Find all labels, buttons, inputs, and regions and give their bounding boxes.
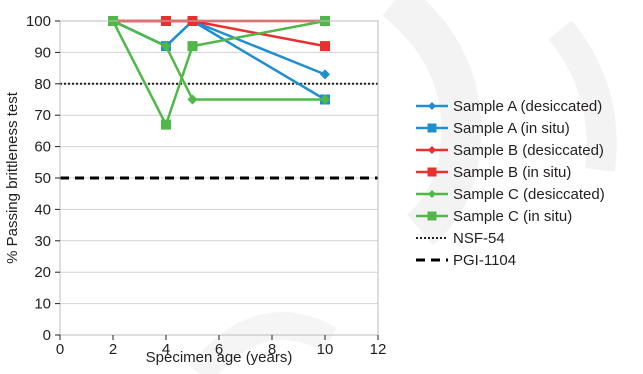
y-tick-label: 20 — [34, 264, 51, 281]
reference-lines — [60, 82, 378, 180]
x-tick-label: 6 — [215, 341, 223, 358]
legend-label: PGI-1104 — [453, 252, 516, 269]
x-axis-label: Specimen age (years) — [146, 349, 293, 366]
data-point-diamond — [161, 41, 171, 52]
series-layer — [108, 16, 330, 130]
legend-label: Sample C (desiccated) — [453, 186, 605, 203]
x-tick-label: 12 — [370, 341, 387, 358]
legend-swatch-marker — [427, 123, 437, 133]
legend-swatch-marker — [427, 211, 437, 221]
x-tick-label: 2 — [109, 341, 117, 358]
x-tick-label: 10 — [317, 341, 334, 358]
legend-label: Sample B (desiccated) — [453, 142, 604, 159]
data-point-square — [161, 119, 171, 130]
y-tick-label: 80 — [34, 76, 51, 93]
series-line-0 — [112, 19, 326, 76]
y-tick-label: 10 — [34, 296, 51, 313]
data-point-square — [187, 41, 198, 52]
legend-swatch-marker — [428, 146, 436, 154]
data-point-diamond — [320, 94, 330, 105]
legend-label: Sample A (desiccated) — [453, 98, 602, 115]
y-tick-label: 0 — [43, 327, 51, 344]
legend-swatch-marker — [428, 190, 436, 198]
data-point-diamond — [187, 94, 198, 105]
series-line-4 — [112, 19, 325, 101]
legend-swatch-marker — [427, 167, 437, 177]
x-tick-label: 4 — [162, 341, 170, 358]
legend-label: Sample B (in situ) — [453, 164, 571, 181]
x-tick-label: 0 — [56, 341, 64, 358]
y-tick-label: 40 — [34, 201, 51, 218]
legend-label: NSF-54 — [453, 230, 505, 247]
series-line-5 — [111, 19, 326, 126]
legend-label: Sample C (in situ) — [453, 208, 572, 225]
x-tick-label: 8 — [268, 341, 276, 358]
tick-layer: 0 10 20 30 40 50 60 70 80 90 100 0 2 4 6 8 10 12 — [26, 13, 386, 358]
data-point-square — [320, 41, 330, 52]
data-point-diamond — [320, 69, 330, 80]
y-tick-label: 100 — [26, 13, 51, 30]
y-tick-label: 90 — [34, 44, 51, 61]
y-tick-label: 60 — [34, 139, 51, 156]
legend-label: Sample A (in situ) — [453, 120, 570, 137]
y-tick-label: 50 — [34, 170, 51, 187]
y-tick-label: 30 — [34, 233, 51, 250]
legend-swatch-marker — [428, 102, 436, 110]
legend: Sample A (desiccated) Sample A (in situ) S… — [416, 98, 605, 269]
y-tick-label: 70 — [34, 107, 51, 124]
y-axis-label: % Passing brittleness test — [4, 91, 21, 264]
